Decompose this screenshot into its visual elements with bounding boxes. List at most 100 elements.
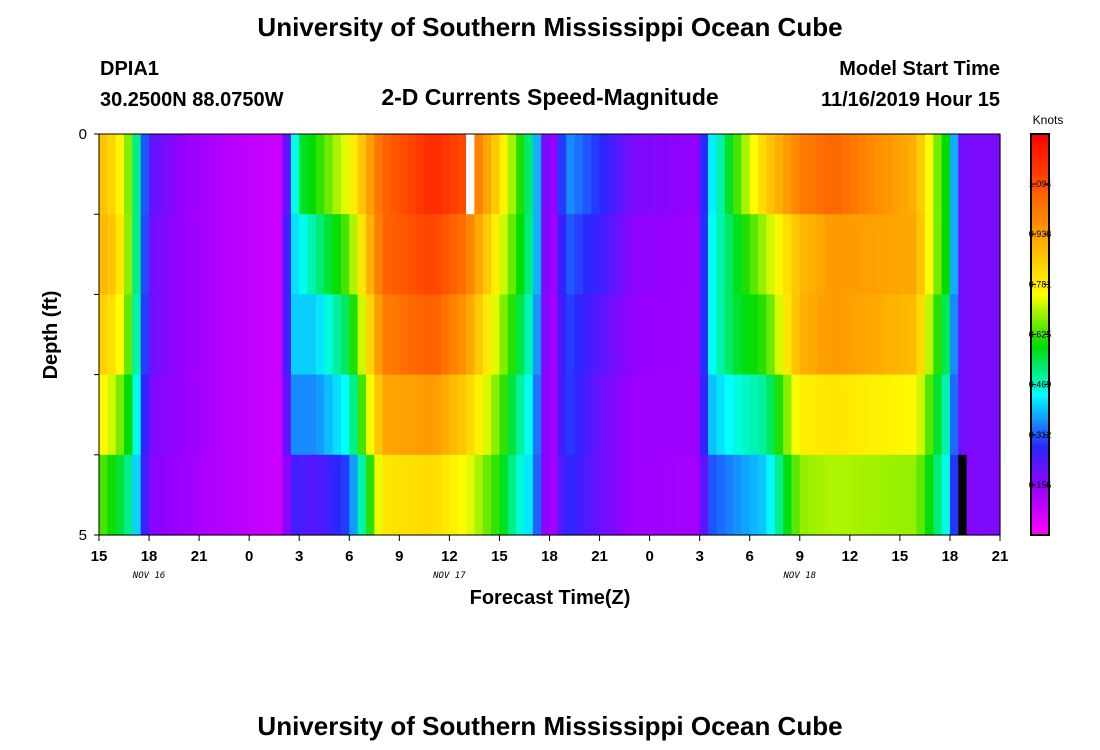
heatmap-cell <box>457 134 467 215</box>
x-tick-label: 21 <box>591 548 608 565</box>
heatmap-cell <box>682 374 692 456</box>
heatmap-cell <box>799 134 809 215</box>
heatmap-cell <box>324 374 334 456</box>
x-tick-label: 18 <box>541 548 558 565</box>
heatmap-cell <box>390 454 400 536</box>
heatmap-cell <box>866 374 876 456</box>
colorbar-segment <box>1031 304 1049 308</box>
heatmap-cell <box>974 294 984 376</box>
colorbar-segment <box>1031 510 1049 514</box>
heatmap-cell <box>749 294 759 376</box>
colorbar-segment <box>1031 296 1049 299</box>
heatmap-cell <box>199 294 209 376</box>
colorbar-segment <box>1031 182 1049 185</box>
heatmap-cell <box>699 134 709 215</box>
colorbar-segment <box>1031 384 1049 388</box>
heatmap-cell <box>574 134 584 215</box>
heatmap-cell <box>649 454 659 536</box>
heatmap-cell <box>908 134 918 215</box>
colorbar-segment <box>1031 340 1049 344</box>
colorbar-segment <box>1031 440 1049 444</box>
heatmap-cell <box>657 374 667 456</box>
heatmap-cell <box>340 134 350 215</box>
heatmap-cell <box>966 214 976 295</box>
heatmap-cell <box>716 374 726 456</box>
heatmap-cell <box>966 454 976 536</box>
heatmap-cell <box>332 214 342 295</box>
colorbar-segment <box>1031 524 1049 528</box>
heatmap-cell <box>833 294 843 376</box>
colorbar-segment <box>1031 290 1049 293</box>
heatmap-cell <box>741 294 751 376</box>
heatmap-cell <box>249 134 259 215</box>
colorbar-segment <box>1031 148 1049 151</box>
colorbar-segment <box>1031 160 1049 163</box>
x-tick-label: 3 <box>695 548 703 565</box>
colorbar-segment <box>1031 446 1049 450</box>
heatmap-cell <box>299 134 309 215</box>
y-tick-label: 0 <box>79 126 87 143</box>
colorbar-segment <box>1031 394 1049 398</box>
heatmap-cell <box>766 454 776 536</box>
colorbar-segment <box>1031 272 1049 275</box>
heatmap-cell <box>249 294 259 376</box>
heatmap-cell <box>783 214 793 295</box>
heatmap-cell <box>174 134 184 215</box>
heatmap-cell <box>674 134 684 215</box>
colorbar-segment <box>1031 286 1049 289</box>
colorbar-segment <box>1031 238 1049 241</box>
colorbar-segment <box>1031 492 1049 496</box>
colorbar-segment <box>1031 152 1049 155</box>
heatmap-cell <box>516 454 526 536</box>
heatmap-cell <box>149 134 158 215</box>
heatmap-cell <box>991 214 1001 295</box>
heatmap-cell <box>432 134 442 215</box>
heatmap-cell <box>449 214 459 295</box>
heatmap-cell <box>107 454 117 536</box>
colorbar-segment <box>1031 346 1049 350</box>
colorbar-segment <box>1031 354 1049 358</box>
heatmap-cell <box>716 454 726 536</box>
colorbar-segment <box>1031 302 1049 306</box>
heatmap-cell <box>816 294 826 376</box>
heatmap-cell <box>624 214 634 295</box>
heatmap-cell <box>574 214 584 295</box>
heatmap-cell <box>240 454 250 536</box>
station-coords: 30.2500N 88.0750W <box>100 89 284 111</box>
heatmap-cell <box>274 454 284 536</box>
heatmap-cell <box>441 134 450 215</box>
colorbar-segment <box>1031 528 1049 532</box>
heatmap-cell <box>249 214 259 295</box>
heatmap-cell <box>758 374 767 456</box>
heatmap-cell <box>132 214 142 295</box>
heatmap-cell <box>541 294 551 376</box>
heatmap-cell <box>257 134 267 215</box>
colorbar-segment <box>1031 216 1049 219</box>
heatmap-cell <box>632 214 642 295</box>
colorbar-segment <box>1031 270 1049 273</box>
heatmap-cell <box>307 214 317 295</box>
heatmap-cell <box>524 374 534 456</box>
heatmap-cell <box>741 214 751 295</box>
colorbar-segment <box>1031 262 1049 265</box>
heatmap-cell <box>624 374 634 456</box>
heatmap-cell <box>157 134 167 215</box>
heatmap-cell <box>482 454 492 536</box>
x-tick-label: 21 <box>191 548 208 565</box>
heatmap-cell <box>541 134 551 215</box>
x-tick-label: 6 <box>746 548 754 565</box>
heatmap-cell <box>324 294 334 376</box>
heatmap-cell <box>332 374 342 456</box>
colorbar-segment <box>1031 506 1049 510</box>
heatmap-cell <box>165 214 175 295</box>
heatmap-cell <box>224 134 234 215</box>
heatmap-cell <box>741 454 751 536</box>
heatmap-cell <box>582 134 592 215</box>
heatmap-cell <box>407 134 417 215</box>
heatmap-cell <box>733 294 742 376</box>
heatmap-cell <box>466 454 476 536</box>
heatmap-cell <box>499 374 509 456</box>
heatmap-cell <box>774 454 784 536</box>
heatmap-cell <box>132 134 142 215</box>
heatmap-cell <box>799 454 809 536</box>
